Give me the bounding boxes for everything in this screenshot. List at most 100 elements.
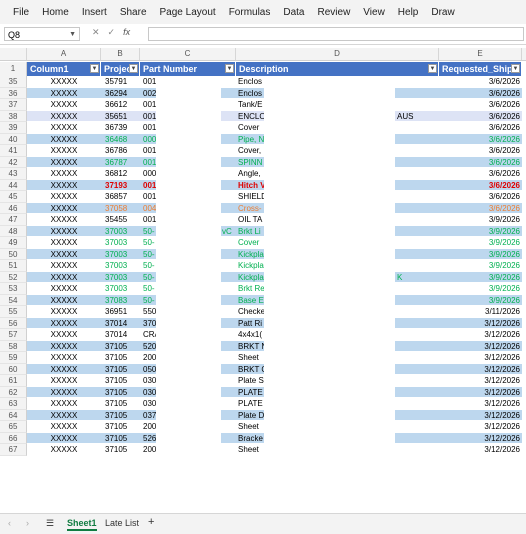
filter-dropdown-icon[interactable]: ▼	[129, 64, 138, 73]
requested-ship-cell[interactable]: 3/6/2026	[439, 156, 522, 168]
menu-item-help[interactable]: Help	[397, 6, 419, 18]
row-number[interactable]: 67	[0, 444, 27, 456]
column1-cell[interactable]: XXXXX	[27, 271, 101, 283]
project-cell[interactable]: 37003	[101, 248, 140, 260]
column1-cell[interactable]: XXXXX	[27, 225, 101, 237]
column1-cell[interactable]: XXXXX	[27, 363, 101, 375]
row-number[interactable]: 47	[0, 214, 27, 226]
project-cell[interactable]: 36468	[101, 133, 140, 145]
requested-ship-cell[interactable]: 3/9/2026	[439, 260, 522, 272]
row-number[interactable]: 62	[0, 386, 27, 398]
requested-ship-cell[interactable]: 3/12/2026	[439, 386, 522, 398]
requested-ship-cell[interactable]: 3/9/2026	[439, 294, 522, 306]
requested-ship-cell[interactable]: 3/9/2026	[439, 283, 522, 295]
column1-cell[interactable]: XXXXX	[27, 375, 101, 387]
column1-cell[interactable]: XXXXX	[27, 398, 101, 410]
column1-cell[interactable]: XXXXX	[27, 214, 101, 226]
row-number[interactable]: 58	[0, 340, 27, 352]
project-cell[interactable]: 37105	[101, 421, 140, 433]
project-cell[interactable]: 37105	[101, 375, 140, 387]
row-number[interactable]: 55	[0, 306, 27, 318]
requested-ship-cell[interactable]: 3/9/2026	[439, 214, 522, 226]
row-number[interactable]: 35	[0, 76, 27, 88]
column1-cell[interactable]: XXXXX	[27, 260, 101, 272]
project-cell[interactable]: 37105	[101, 444, 140, 456]
requested-ship-cell[interactable]: 3/6/2026	[439, 168, 522, 180]
row-number[interactable]: 42	[0, 156, 27, 168]
column1-cell[interactable]: XXXXX	[27, 156, 101, 168]
column1-cell[interactable]: XXXXX	[27, 99, 101, 111]
project-cell[interactable]: 37193	[101, 179, 140, 191]
project-cell[interactable]: 36787	[101, 156, 140, 168]
requested-ship-cell[interactable]: 3/12/2026	[439, 329, 522, 341]
column1-cell[interactable]: XXXXX	[27, 432, 101, 444]
row-number[interactable]: 46	[0, 202, 27, 214]
column-header-b[interactable]: B	[101, 48, 140, 60]
project-cell[interactable]: 37003	[101, 283, 140, 295]
project-cell[interactable]: 36739	[101, 122, 140, 134]
row-number[interactable]: 56	[0, 317, 27, 329]
enter-icon[interactable]: ✓	[107, 27, 116, 37]
header-project[interactable]: Projec ▼	[101, 62, 140, 76]
requested-ship-cell[interactable]: 3/6/2026	[439, 87, 522, 99]
column1-cell[interactable]: XXXXX	[27, 76, 101, 88]
column1-cell[interactable]: XXXXX	[27, 145, 101, 157]
project-cell[interactable]: 37105	[101, 398, 140, 410]
column1-cell[interactable]: XXXXX	[27, 317, 101, 329]
project-cell[interactable]: 36612	[101, 99, 140, 111]
column1-cell[interactable]: XXXXX	[27, 248, 101, 260]
prev-sheet-icon[interactable]: ‹	[8, 518, 11, 528]
row-number[interactable]: 38	[0, 110, 27, 122]
requested-ship-cell[interactable]: 3/6/2026	[439, 110, 522, 122]
menu-item-data[interactable]: Data	[283, 6, 305, 18]
requested-ship-cell[interactable]: 3/9/2026	[439, 225, 522, 237]
filter-dropdown-icon[interactable]: ▼	[511, 64, 520, 73]
column1-cell[interactable]: XXXXX	[27, 179, 101, 191]
menu-item-review[interactable]: Review	[317, 6, 351, 18]
column1-cell[interactable]: XXXXX	[27, 329, 101, 341]
project-cell[interactable]: 35651	[101, 110, 140, 122]
row-number[interactable]: 39	[0, 122, 27, 134]
row-number[interactable]: 40	[0, 133, 27, 145]
column1-cell[interactable]: XXXXX	[27, 283, 101, 295]
requested-ship-cell[interactable]: 3/6/2026	[439, 202, 522, 214]
requested-ship-cell[interactable]: 3/6/2026	[439, 122, 522, 134]
project-cell[interactable]: 37014	[101, 317, 140, 329]
column1-cell[interactable]: XXXXX	[27, 421, 101, 433]
row-number[interactable]: 45	[0, 191, 27, 203]
cancel-icon[interactable]: ✕	[92, 27, 100, 37]
filter-dropdown-icon[interactable]: ▼	[428, 64, 437, 73]
project-cell[interactable]: 37105	[101, 432, 140, 444]
menu-item-page-layout[interactable]: Page Layout	[159, 6, 216, 18]
project-cell[interactable]: 37105	[101, 363, 140, 375]
requested-ship-cell[interactable]: 3/9/2026	[439, 271, 522, 283]
requested-ship-cell[interactable]: 3/12/2026	[439, 363, 522, 375]
sheet-tab-sheet1[interactable]: Sheet1	[67, 518, 97, 531]
column-header-a[interactable]: A	[27, 48, 101, 60]
requested-ship-cell[interactable]: 3/6/2026	[439, 191, 522, 203]
row-number[interactable]: 44	[0, 179, 27, 191]
requested-ship-cell[interactable]: 3/12/2026	[439, 421, 522, 433]
column1-cell[interactable]: XXXXX	[27, 409, 101, 421]
project-cell[interactable]: 36786	[101, 145, 140, 157]
project-cell[interactable]: 37105	[101, 386, 140, 398]
chevron-down-icon[interactable]: ▼	[69, 31, 76, 38]
menu-item-draw[interactable]: Draw	[431, 6, 455, 18]
header-part-number[interactable]: Part Number ▼	[140, 62, 236, 76]
project-cell[interactable]: 35791	[101, 76, 140, 88]
column-header-d[interactable]: D	[236, 48, 439, 60]
menu-item-file[interactable]: File	[13, 6, 30, 18]
row-number[interactable]: 37	[0, 99, 27, 111]
row-number[interactable]: 48	[0, 225, 27, 237]
requested-ship-cell[interactable]: 3/12/2026	[439, 409, 522, 421]
column1-cell[interactable]: XXXXX	[27, 110, 101, 122]
column1-cell[interactable]: XXXXX	[27, 87, 101, 99]
project-cell[interactable]: 37105	[101, 340, 140, 352]
function-icon[interactable]: fx	[123, 27, 131, 37]
column1-cell[interactable]: XXXXX	[27, 306, 101, 318]
project-cell[interactable]: 37105	[101, 409, 140, 421]
requested-ship-cell[interactable]: 3/6/2026	[439, 133, 522, 145]
requested-ship-cell[interactable]: 3/11/2026	[439, 306, 522, 318]
filter-dropdown-icon[interactable]: ▼	[90, 64, 99, 73]
row-number[interactable]: 65	[0, 421, 27, 433]
